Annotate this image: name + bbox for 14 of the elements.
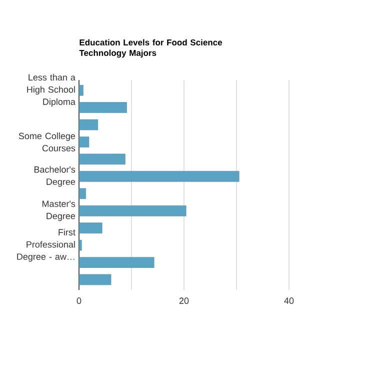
bar <box>79 102 127 113</box>
chart-title: Education Levels for Food Science Technology Majors <box>79 39 222 58</box>
bar <box>79 257 154 268</box>
x-tick-label: 0 <box>76 298 82 304</box>
y-tick-label: Less than a High School Diploma <box>27 74 76 107</box>
x-tick-label: 20 <box>179 298 189 304</box>
y-tick-label: Bachelor's Degree <box>34 166 76 187</box>
bar <box>79 222 102 234</box>
y-tick-label: Master's Degree <box>42 200 76 221</box>
bar <box>79 205 186 216</box>
y-tick-label: Some College Courses <box>18 132 76 152</box>
bar <box>79 170 240 182</box>
y-tick-label: First Professional Degree - aw… <box>17 228 76 262</box>
x-tick-label: 40 <box>284 298 294 304</box>
